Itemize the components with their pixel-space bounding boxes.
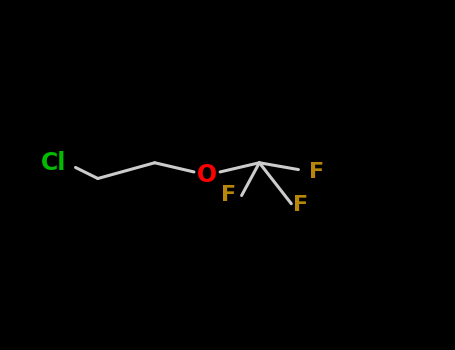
Text: F: F xyxy=(309,161,324,182)
Text: Cl: Cl xyxy=(40,151,66,175)
Text: O: O xyxy=(197,163,217,187)
Text: F: F xyxy=(222,185,237,205)
Text: F: F xyxy=(293,195,308,215)
